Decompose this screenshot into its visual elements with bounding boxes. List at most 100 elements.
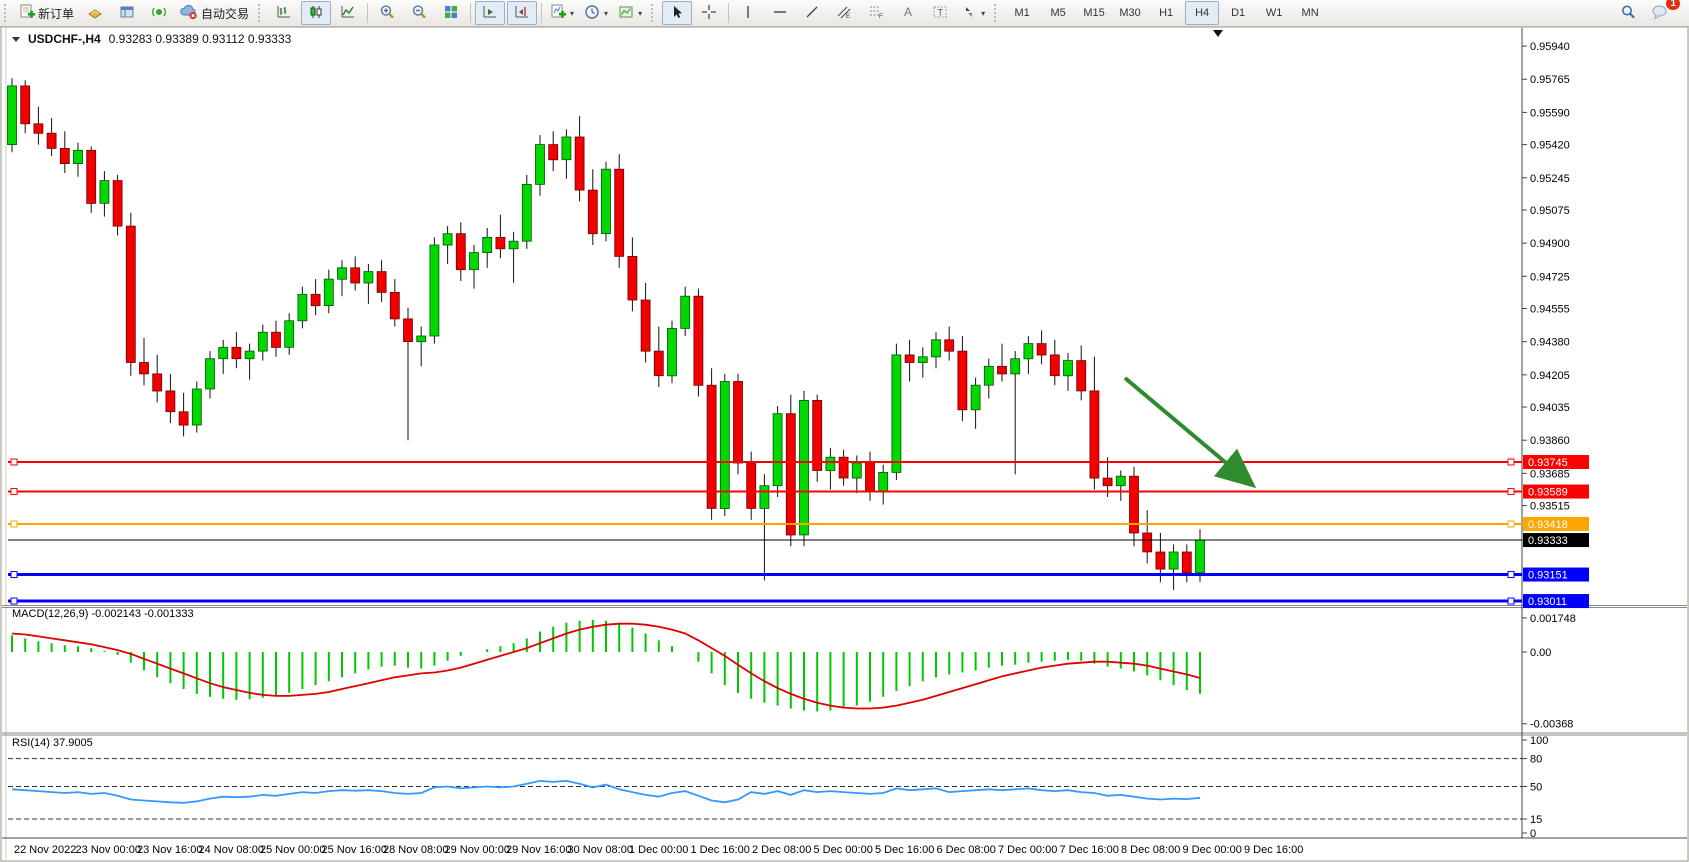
period-M5[interactable]: M5 — [1050, 7, 1066, 19]
line-handle[interactable] — [1507, 488, 1515, 496]
trend-arrow[interactable] — [1123, 376, 1257, 489]
market-watch-button[interactable] — [80, 1, 110, 25]
crosshair-button[interactable] — [694, 1, 724, 25]
notification-badge: 1 — [1666, 0, 1680, 10]
date-label: 22 Nov 2022 — [14, 844, 76, 856]
scroll-to-end-button[interactable] — [475, 1, 506, 25]
chart-bars-button[interactable] — [269, 1, 299, 25]
date-label: 7 Dec 16:00 — [1060, 844, 1119, 856]
indicators-button[interactable]: ▾ — [546, 1, 578, 25]
chart-line-button[interactable] — [333, 1, 363, 25]
crosshair-icon — [701, 4, 717, 23]
arrows-button[interactable]: ▾ — [957, 1, 989, 25]
price-label-box — [1523, 484, 1589, 499]
period-M15[interactable]: M15 — [1083, 7, 1105, 19]
navigator-icon — [119, 4, 135, 23]
rsi-tick: 50 — [1530, 782, 1542, 794]
label-icon: T — [932, 4, 948, 23]
period-M30[interactable]: M30 — [1119, 7, 1141, 19]
cursor-button[interactable] — [662, 1, 693, 25]
chart-shift-button[interactable] — [507, 1, 538, 25]
chart-shift-marker[interactable] — [1213, 30, 1223, 37]
signals-button[interactable] — [144, 1, 174, 25]
price-tick: 0.93685 — [1530, 468, 1570, 480]
period-MN[interactable]: MN — [1301, 7, 1319, 19]
trendline-button[interactable] — [797, 1, 827, 25]
period-W1[interactable]: W1 — [1265, 7, 1283, 19]
svg-text:T: T — [938, 7, 944, 17]
line-handle[interactable] — [1507, 520, 1515, 528]
chart-candles-button[interactable] — [301, 1, 332, 25]
line-handle[interactable] — [10, 488, 18, 496]
toolbar-separator — [541, 3, 543, 23]
chart-header: USDCHF-,H4 0.93283 0.93389 0.93112 0.933… — [12, 32, 291, 46]
market-watch-icon — [87, 4, 103, 23]
navigator-button[interactable] — [112, 1, 142, 25]
period-D1[interactable]: D1 — [1231, 7, 1246, 19]
date-label: 9 Dec 16:00 — [1244, 844, 1303, 856]
date-label: 1 Dec 00:00 — [629, 844, 688, 856]
date-label: 6 Dec 08:00 — [937, 844, 996, 856]
date-label: 29 Nov 00:00 — [445, 844, 510, 856]
price-label-box — [1523, 454, 1589, 469]
line-handle[interactable] — [1507, 571, 1515, 579]
zoom-in-button[interactable] — [372, 1, 402, 25]
chart-line-icon — [340, 4, 356, 23]
new-order-label: 新订单 — [38, 6, 75, 21]
zoom-out-button[interactable] — [404, 1, 434, 25]
text-button[interactable]: A — [893, 1, 923, 25]
price-tick: 0.94035 — [1530, 402, 1570, 414]
text-icon: A — [901, 4, 915, 23]
line-handle[interactable] — [10, 458, 18, 466]
period-H1[interactable]: H1 — [1159, 7, 1174, 19]
autotrading-button[interactable]: 自动交易 — [176, 1, 253, 25]
label-button[interactable]: T — [925, 1, 955, 25]
line-handle[interactable] — [1507, 458, 1515, 466]
notifications-button[interactable]: 1 — [1645, 0, 1680, 25]
toolbar-grip[interactable] — [651, 4, 657, 22]
chat-icon — [1651, 4, 1669, 23]
line-handle[interactable] — [10, 597, 18, 605]
price-tick: 0.93860 — [1530, 435, 1570, 447]
hlines-layer[interactable] — [8, 458, 1522, 605]
line-handle[interactable] — [10, 520, 18, 528]
search-button[interactable] — [1613, 1, 1643, 25]
toolbar-grip[interactable] — [4, 4, 10, 22]
chart-candles-icon — [308, 4, 324, 23]
toolbar-grip[interactable] — [258, 4, 264, 22]
period-H4[interactable]: H4 — [1185, 1, 1220, 25]
date-label: 23 Nov 16:00 — [137, 844, 202, 856]
signals-icon — [151, 4, 167, 23]
date-label: 29 Nov 16:00 — [506, 844, 571, 856]
period-M1[interactable]: M1 — [1014, 7, 1030, 19]
price-label-0.93745: 0.93745 — [1528, 457, 1568, 469]
annotations-layer[interactable] — [1123, 376, 1257, 489]
periods-button[interactable]: ▾ — [580, 1, 612, 25]
toolbar-separator — [367, 3, 369, 23]
indicators-layer: MACD(12,26,9) -0.002143 -0.001333 RSI(14)… — [8, 608, 1522, 820]
templates-button[interactable]: ▾ — [614, 1, 646, 25]
tile-windows-button[interactable] — [436, 1, 466, 25]
trendline-icon — [804, 4, 820, 23]
date-label: 8 Dec 08:00 — [1121, 844, 1180, 856]
svg-text:A: A — [904, 5, 912, 19]
line-handle[interactable] — [10, 571, 18, 579]
tile-windows-icon — [443, 4, 459, 23]
new-order-icon — [19, 4, 35, 23]
hline-button[interactable] — [765, 1, 795, 25]
price-tick: 0.95245 — [1530, 173, 1570, 185]
date-label: 25 Nov 16:00 — [322, 844, 387, 856]
line-handle[interactable] — [1507, 597, 1515, 605]
new-order-button[interactable]: 新订单 — [15, 1, 78, 25]
price-label-0.93151: 0.93151 — [1528, 570, 1568, 582]
chart-menu-icon[interactable] — [12, 36, 20, 42]
toolbar-grip[interactable] — [994, 4, 1000, 22]
channel-button[interactable]: E — [829, 1, 859, 25]
fibonacci-button[interactable]: F — [861, 1, 891, 25]
search-icon — [1620, 4, 1636, 23]
vline-button[interactable] — [733, 1, 763, 25]
price-label-0.93589: 0.93589 — [1528, 487, 1568, 499]
date-label: 25 Nov 00:00 — [260, 844, 325, 856]
price-tick: 0.93515 — [1530, 501, 1570, 513]
